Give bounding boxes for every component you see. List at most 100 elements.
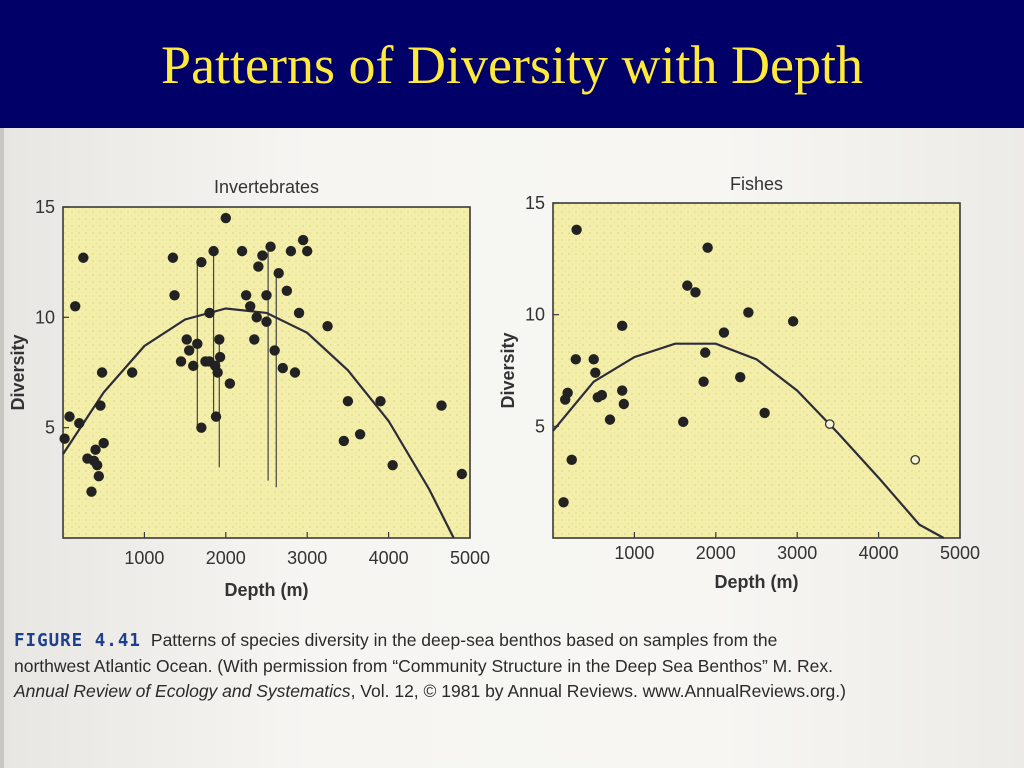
data-point <box>354 429 366 440</box>
caption-text-3: , Vol. 12, © 1981 by Annual Reviews. www… <box>350 681 846 701</box>
figure-label: FIGURE 4.41 <box>14 631 141 651</box>
data-point <box>285 245 297 257</box>
data-point <box>338 435 350 447</box>
data-point <box>269 345 280 356</box>
data-point <box>277 362 288 374</box>
x-axis-label: Depth (m) <box>715 572 799 592</box>
data-point <box>59 433 70 444</box>
data-point <box>214 334 225 345</box>
open-data-point <box>910 454 921 465</box>
data-point <box>322 320 333 332</box>
caption-journal: Annual Review of Ecology and Systematics <box>14 681 351 701</box>
x-tick-label: 2000 <box>206 548 246 568</box>
data-point <box>95 400 106 411</box>
data-point <box>787 316 799 327</box>
data-point <box>93 471 105 482</box>
data-point <box>698 376 709 387</box>
data-point <box>224 378 236 389</box>
slide-title: Patterns of Diversity with Depth <box>161 35 863 95</box>
data-point <box>245 301 256 312</box>
data-point <box>261 290 272 301</box>
data-point <box>375 395 386 407</box>
fishes-chart: Fishes 1000 2000 3000 4000 5000 5 10 15 Depth (m)… <box>498 174 980 592</box>
data-point <box>251 312 262 323</box>
data-point <box>240 290 252 301</box>
data-point <box>257 250 268 261</box>
data-point <box>249 334 260 345</box>
data-point <box>273 268 284 279</box>
data-point <box>212 367 223 378</box>
data-point <box>261 316 272 327</box>
x-tick-label: 5000 <box>940 543 980 563</box>
data-point <box>588 354 599 365</box>
data-point <box>759 407 770 419</box>
data-point <box>690 287 701 298</box>
data-point <box>618 398 630 410</box>
data-point <box>192 338 203 350</box>
data-point <box>570 354 581 365</box>
y-tick-label: 5 <box>45 418 55 438</box>
data-point <box>236 245 248 257</box>
x-axis-label: Depth (m) <box>225 580 309 600</box>
y-tick-label: 15 <box>35 197 55 217</box>
data-point <box>169 290 180 301</box>
data-point <box>64 411 75 422</box>
data-point <box>302 245 313 257</box>
fit-curve <box>552 342 945 539</box>
data-point <box>210 411 222 422</box>
open-data-point <box>824 419 835 429</box>
data-point <box>265 241 276 252</box>
data-point <box>175 356 187 367</box>
data-point <box>700 347 711 358</box>
page-edge-shadow <box>0 128 4 768</box>
data-point <box>735 372 746 383</box>
data-point <box>204 307 215 319</box>
data-point <box>436 400 447 411</box>
y-tick-label: 5 <box>535 416 545 436</box>
data-point <box>253 261 264 272</box>
x-tick-label: 3000 <box>287 548 327 568</box>
data-point <box>196 256 207 268</box>
x-tick-label: 1000 <box>614 543 654 563</box>
data-point <box>604 414 616 425</box>
fit-curve <box>62 307 455 539</box>
caption-line-1: FIGURE 4.41 Patterns of species diversity… <box>14 628 1014 654</box>
data-point <box>96 367 108 378</box>
slide-header <box>0 0 1024 128</box>
y-tick-label: 10 <box>35 307 55 327</box>
caption-line-3: Annual Review of Ecology and Systematics… <box>14 679 1014 704</box>
x-tick-label: 5000 <box>450 548 490 568</box>
x-tick-label: 4000 <box>369 548 409 568</box>
data-point <box>590 367 601 378</box>
x-tick-label: 1000 <box>124 548 164 568</box>
data-point <box>78 252 89 263</box>
data-point <box>90 444 101 455</box>
plot-area <box>552 202 961 539</box>
data-point <box>86 486 97 497</box>
data-point <box>196 422 207 433</box>
data-point <box>702 242 713 253</box>
data-point <box>342 395 354 407</box>
data-point <box>387 459 398 471</box>
data-point <box>91 459 103 471</box>
data-point <box>571 224 582 235</box>
data-point <box>188 360 199 372</box>
data-point <box>558 497 569 508</box>
data-point <box>616 320 628 332</box>
data-point <box>289 367 301 378</box>
data-point <box>566 454 577 466</box>
data-point <box>167 252 179 263</box>
invertebrates-chart: Invertebrates 1000 2000 3000 4000 5000 5 10 15 De… <box>8 177 490 600</box>
data-point <box>220 212 231 224</box>
x-tick-label: 3000 <box>777 543 817 563</box>
data-point <box>562 387 573 399</box>
caption-text-1: Patterns of species diversity in the dee… <box>150 630 778 650</box>
data-point <box>596 389 608 401</box>
y-tick-label: 10 <box>525 305 545 325</box>
data-point <box>214 351 226 363</box>
data-point <box>682 280 693 291</box>
data-point <box>678 416 689 428</box>
data-point <box>181 334 192 345</box>
data-point <box>743 307 754 318</box>
